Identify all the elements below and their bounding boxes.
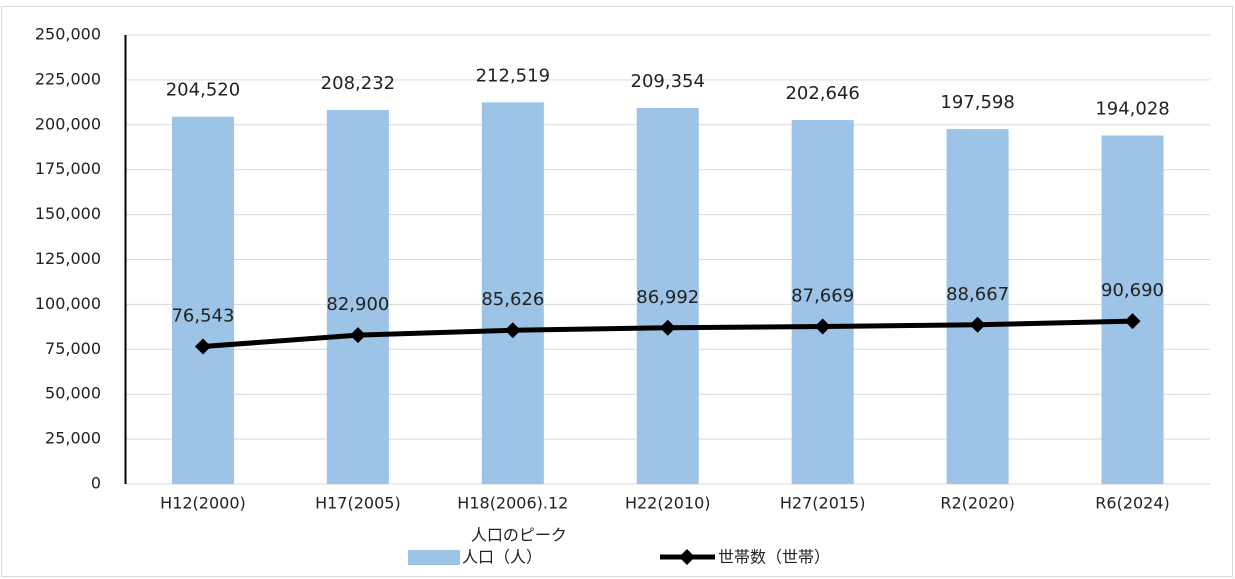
- value-label: 209,354: [631, 71, 705, 92]
- bar: [636, 108, 699, 484]
- y-tick-label: 175,000: [35, 159, 101, 178]
- bar: [326, 110, 389, 485]
- line-marker: [1124, 313, 1141, 330]
- value-label: 88,667: [946, 284, 1009, 305]
- legend-label: 世帯数（世帯）: [718, 548, 830, 567]
- value-label: 197,598: [940, 92, 1014, 113]
- x-tick-label: H27(2015): [780, 494, 866, 513]
- line-marker: [504, 322, 521, 339]
- y-tick-label: 0: [91, 474, 101, 493]
- value-label: 85,626: [481, 289, 544, 310]
- value-label: 90,690: [1101, 280, 1164, 301]
- legend-label: 人口（人）: [462, 548, 542, 567]
- value-label: 194,028: [1095, 99, 1169, 120]
- line-marker: [969, 316, 986, 333]
- value-label: 86,992: [636, 287, 699, 308]
- x-tick-label: H12(2000): [160, 494, 246, 513]
- y-tick-label: 100,000: [35, 294, 101, 313]
- x-tick-label: H17(2005): [315, 494, 401, 513]
- y-tick-label: 250,000: [35, 25, 101, 44]
- value-label: 202,646: [785, 83, 859, 104]
- value-label: 212,519: [476, 65, 550, 86]
- bar: [946, 129, 1009, 484]
- x-tick-label: R2(2020): [940, 494, 1015, 513]
- value-label: 76,543: [171, 306, 234, 327]
- y-tick-label: 75,000: [45, 339, 101, 358]
- y-tick-label: 125,000: [35, 249, 101, 268]
- legend-swatch: [408, 550, 460, 565]
- bar: [481, 102, 544, 485]
- y-tick-label: 50,000: [45, 384, 101, 403]
- x-tick-label: H18(2006).12: [457, 494, 568, 513]
- line-marker: [194, 338, 211, 355]
- bar: [791, 120, 854, 484]
- annotation: 人口のピーク: [471, 526, 567, 545]
- y-tick-label: 25,000: [45, 429, 101, 448]
- line-marker: [659, 319, 676, 336]
- y-tick-label: 150,000: [35, 204, 101, 223]
- x-tick-label: R6(2024): [1095, 494, 1170, 513]
- x-tick-label: H22(2010): [625, 494, 711, 513]
- value-label: 87,669: [791, 286, 854, 307]
- bar: [1101, 135, 1164, 485]
- value-label: 204,520: [166, 80, 240, 101]
- y-tick-label: 225,000: [35, 69, 101, 88]
- line-marker: [814, 318, 831, 335]
- value-label: 208,232: [321, 73, 395, 94]
- legend-marker: [679, 549, 695, 565]
- y-tick-label: 200,000: [35, 114, 101, 133]
- bar: [171, 116, 234, 485]
- line-marker: [349, 327, 366, 344]
- value-label: 82,900: [326, 294, 389, 315]
